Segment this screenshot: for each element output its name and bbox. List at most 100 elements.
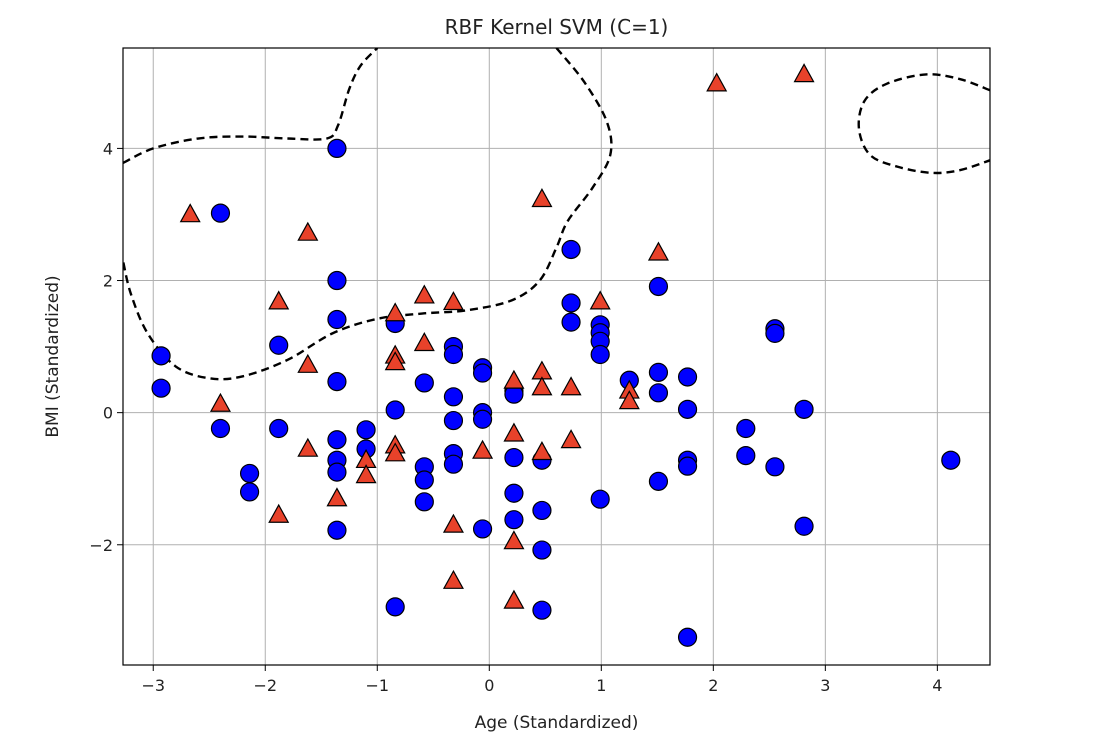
circle-point <box>239 463 260 484</box>
triangle-point <box>297 353 319 373</box>
triangle-point <box>268 503 290 523</box>
triangle-point <box>355 464 377 484</box>
x-tick-label: −3 <box>141 676 165 695</box>
circle-point <box>327 309 347 330</box>
triangle-point <box>503 530 525 550</box>
triangle-point <box>179 203 201 223</box>
x-tick-label: −1 <box>365 676 389 695</box>
circle-point <box>590 489 610 509</box>
triangle-point <box>297 437 319 457</box>
circle-point <box>765 457 785 477</box>
circle-point <box>327 138 347 159</box>
circle-point <box>590 344 610 365</box>
x-tick-label: 4 <box>932 676 942 695</box>
circle-point <box>504 483 524 503</box>
triangle-point <box>297 221 319 241</box>
decision-boundary-curve <box>857 73 990 175</box>
grid-lines <box>123 48 990 665</box>
triangle-point <box>793 63 815 83</box>
circle-point <box>269 418 289 439</box>
decision-boundary <box>123 48 990 381</box>
circle-point <box>794 399 814 419</box>
circle-point <box>327 430 347 450</box>
circle-point <box>443 344 464 365</box>
x-axis-label: Age (Standardized) <box>475 713 639 733</box>
y-tick-label: 0 <box>103 404 113 423</box>
x-tick-label: 1 <box>596 676 606 695</box>
circle-point <box>648 276 669 297</box>
circle-point <box>736 418 756 439</box>
x-tick-label: 3 <box>820 676 830 695</box>
triangle-point <box>442 569 464 589</box>
triangle-point <box>472 439 494 459</box>
circle-point <box>414 470 434 490</box>
circle-point <box>210 203 231 223</box>
circle-point <box>648 383 669 403</box>
circle-point <box>504 510 524 530</box>
circle-point <box>677 456 698 476</box>
circle-point <box>414 492 434 512</box>
circle-point <box>327 520 347 540</box>
triangle-point <box>384 302 406 322</box>
triangle-point <box>503 369 525 389</box>
triangle-point <box>589 290 611 310</box>
circle-point <box>472 519 493 539</box>
circle-point <box>532 540 552 560</box>
circle-point <box>327 372 347 392</box>
triangle-point <box>326 487 348 507</box>
circle-point <box>472 363 493 383</box>
circle-point <box>327 462 347 482</box>
circle-point <box>210 418 231 439</box>
circle-point <box>561 312 581 332</box>
circle-point <box>504 447 524 468</box>
triangle-point <box>531 188 553 208</box>
circle-point <box>561 293 581 313</box>
triangle-point <box>560 376 582 396</box>
triangle-point <box>647 241 669 261</box>
triangle-point <box>618 390 640 410</box>
circle-point <box>736 445 756 466</box>
circle-point <box>677 367 698 387</box>
axis-ticks: −3 −2 −1 0 1 2 3 4 −2 0 2 4 <box>89 139 942 695</box>
circle-point <box>327 270 347 291</box>
circle-point <box>356 420 376 440</box>
y-axis-label: BMI (Standardized) <box>43 275 63 437</box>
decision-boundary-curve <box>123 48 613 381</box>
decision-boundary-curve <box>123 48 379 165</box>
triangle-point <box>384 351 406 371</box>
circle-point <box>648 471 669 491</box>
circle-point <box>385 597 405 617</box>
plot-area-frame <box>122 47 991 666</box>
circle-point <box>443 410 464 431</box>
triangle-point <box>384 442 406 462</box>
circle-point <box>532 500 552 521</box>
triangle-point <box>442 291 464 311</box>
triangle-point <box>560 429 582 449</box>
circle-point <box>385 400 405 420</box>
circle-point <box>414 373 434 393</box>
circle-point <box>677 399 698 419</box>
data-points <box>151 63 961 647</box>
circle-point <box>443 387 464 407</box>
y-tick-label: −2 <box>89 536 113 555</box>
triangle-point <box>442 513 464 533</box>
triangle-point <box>531 376 553 396</box>
circle-point <box>443 454 464 474</box>
x-tick-label: 2 <box>708 676 718 695</box>
triangle-point <box>268 290 290 310</box>
triangle-point <box>531 441 553 461</box>
triangle-point <box>413 284 435 304</box>
circle-point <box>941 450 961 470</box>
circle-point <box>239 482 260 502</box>
circle-point <box>151 378 171 398</box>
x-tick-label: 0 <box>484 676 494 695</box>
triangle-point <box>503 589 525 609</box>
triangle-point <box>706 72 728 92</box>
y-tick-label: 4 <box>103 139 113 158</box>
circle-point <box>648 362 669 382</box>
circle-point <box>532 600 552 620</box>
triangle-point <box>209 392 231 412</box>
triangle-point <box>503 422 525 442</box>
y-tick-label: 2 <box>103 272 113 291</box>
